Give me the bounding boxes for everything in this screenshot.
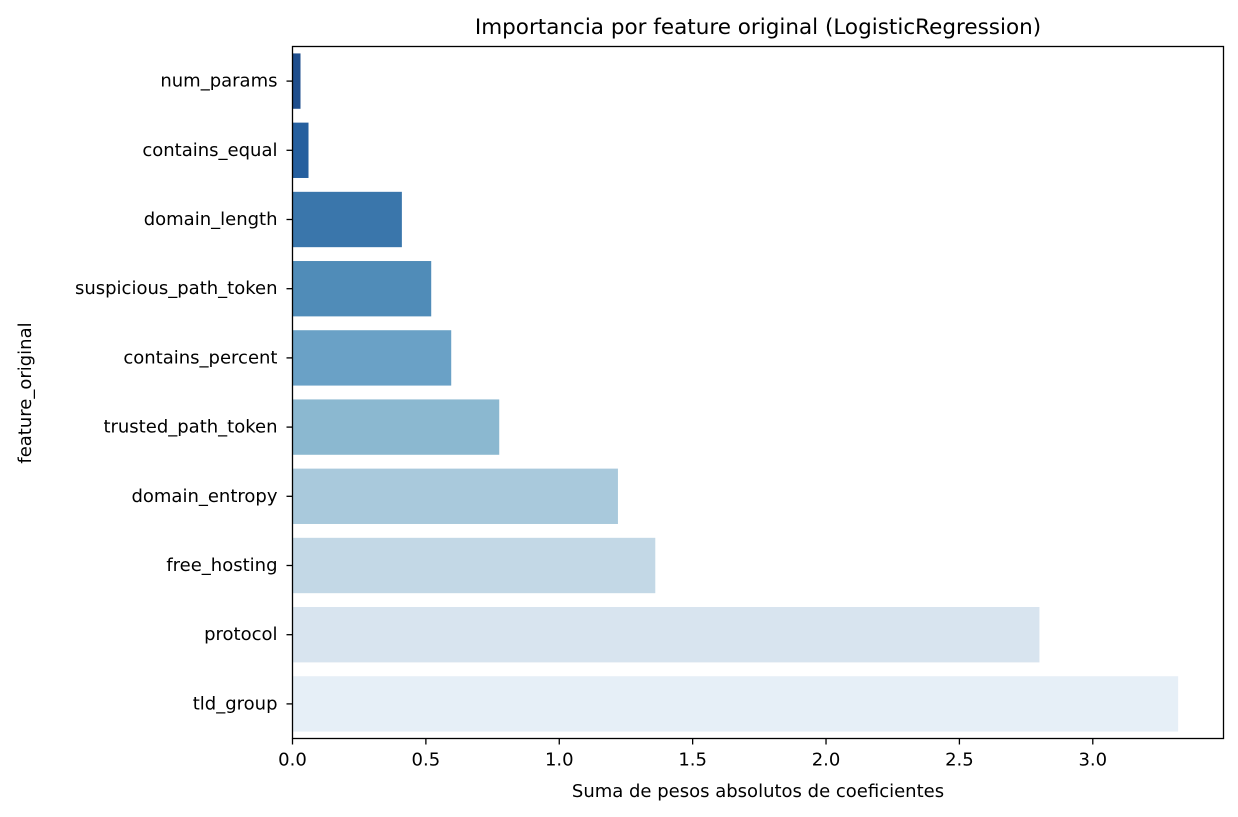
y-tick-label: domain_length	[144, 209, 278, 230]
x-tick-label: 0.5	[412, 750, 441, 771]
x-tick-label: 2.5	[945, 750, 974, 771]
plot-frame	[291, 45, 1225, 740]
x-tick-label: 1.5	[678, 750, 707, 771]
bar-domain-length	[292, 191, 402, 248]
bar-suspicious-path-token	[292, 261, 432, 317]
y-tick-label: suspicious_path_token	[75, 278, 278, 299]
bar-free-hosting	[292, 537, 656, 594]
bar-contains-equal	[292, 122, 309, 178]
bar-tld-group	[292, 676, 1179, 732]
y-axis: num_params contains_equal domain_lengthsus…	[75, 71, 293, 714]
y-tick-label: trusted_path_token	[103, 417, 277, 438]
y-tick-label: num_params	[160, 71, 277, 92]
bar-trusted-path-token	[292, 399, 500, 455]
y-tick-label: free_hosting	[166, 555, 277, 576]
x-tick-label: 1.0	[545, 750, 574, 771]
y-tick-label: domain_entropy	[131, 486, 277, 507]
y-axis-title: feature_original	[15, 322, 36, 463]
x-tick-label: 3.0	[1078, 750, 1107, 771]
x-tick-label: 0.0	[278, 750, 307, 771]
bar-protocol	[292, 607, 1040, 663]
bar-contains-percent	[292, 330, 452, 386]
x-axis-title: Suma de pesos absolutos de coeficientes	[572, 781, 944, 802]
bar-domain-entropy	[292, 468, 618, 524]
x-tick-label: 2.0	[812, 750, 841, 771]
y-tick-label: contains_percent	[123, 347, 277, 368]
y-tick-label: tld_group	[193, 693, 278, 714]
bars-group	[292, 53, 1179, 732]
bar-num-params	[292, 53, 301, 109]
y-tick-label: contains_equal	[142, 140, 277, 161]
x-axis: 0.0 0.5 1.0 1.5 2.0 2.5 3.0	[278, 738, 1107, 771]
y-tick-label: protocol	[204, 624, 277, 645]
chart-title: Importancia por feature original (Logist…	[475, 15, 1041, 40]
